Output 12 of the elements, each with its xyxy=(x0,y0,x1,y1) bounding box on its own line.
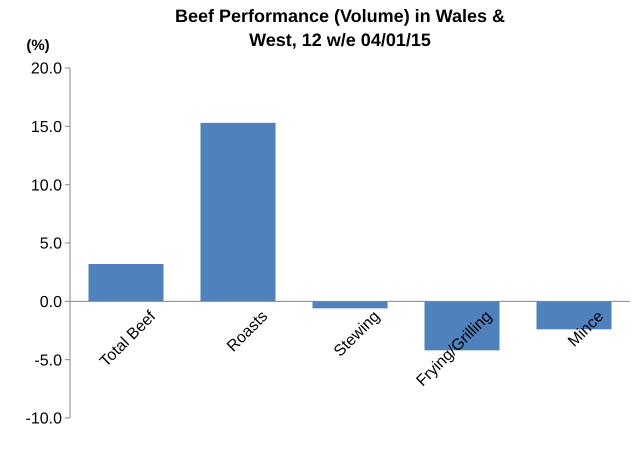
y-tick-label: -5.0 xyxy=(34,352,62,370)
y-tick-label: 0.0 xyxy=(40,294,62,311)
chart-title: Beef Performance (Volume) in Wales & West, 12 w/e 04/01/15 xyxy=(174,6,506,50)
y-tick-label: 20.0 xyxy=(30,60,62,78)
y-axis-title: (%) xyxy=(26,37,50,54)
y-tick-label: -10.0 xyxy=(26,410,62,428)
y-tick-label: 15.0 xyxy=(30,118,62,136)
y-tick-label: 5.0 xyxy=(40,236,62,253)
bar xyxy=(88,264,164,302)
y-tick-label: 10.0 xyxy=(30,177,62,194)
bar xyxy=(312,301,388,308)
bar xyxy=(200,122,276,302)
